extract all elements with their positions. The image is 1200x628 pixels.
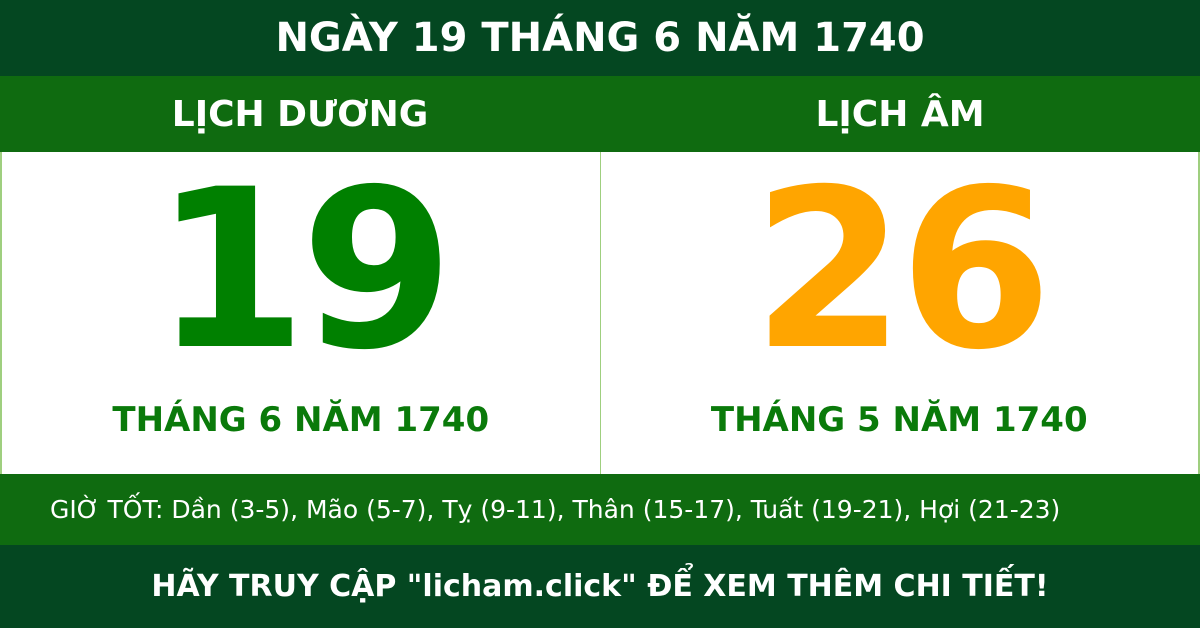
solar-month-year: THÁNG 6 NĂM 1740 <box>112 400 490 440</box>
page-title: NGÀY 19 THÁNG 6 NĂM 1740 <box>0 0 1200 76</box>
calendar-body: 19 THÁNG 6 NĂM 1740 26 THÁNG 5 NĂM 1740 <box>0 152 1200 474</box>
lunar-day: 26 <box>752 142 1052 398</box>
solar-header: LỊCH DƯƠNG <box>171 93 429 135</box>
footer-cta: HÃY TRUY CẬP "licham.click" ĐỂ XEM THÊM … <box>0 545 1200 628</box>
calendar-headers: LỊCH DƯƠNG LỊCH ÂM <box>0 76 1200 152</box>
lunar-header: LỊCH ÂM <box>815 93 985 135</box>
solar-day: 19 <box>153 142 454 398</box>
solar-column: 19 THÁNG 6 NĂM 1740 <box>2 152 600 474</box>
good-hours: GIỜ TỐT: Dần (3-5), Mão (5-7), Tỵ (9-11)… <box>0 474 1200 545</box>
lunar-month-year: THÁNG 5 NĂM 1740 <box>710 400 1088 440</box>
lunar-column: 26 THÁNG 5 NĂM 1740 <box>599 142 1199 474</box>
